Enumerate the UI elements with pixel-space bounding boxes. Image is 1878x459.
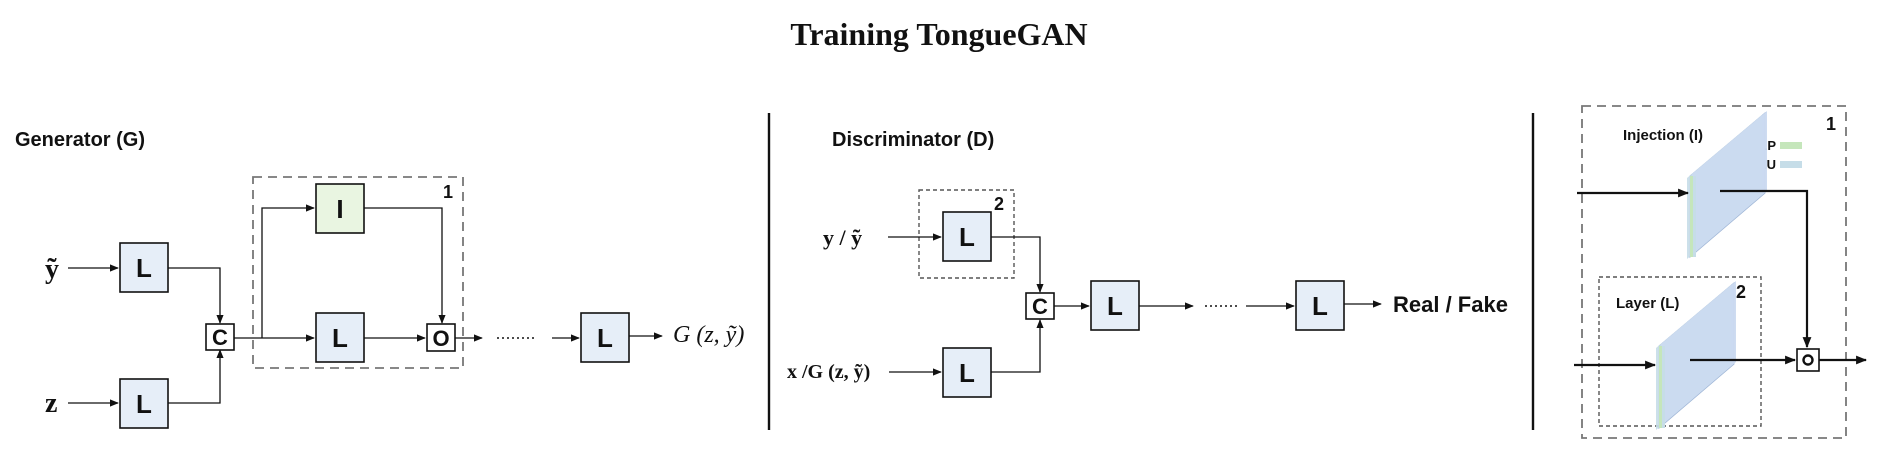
discriminator-layer-box-1: L: [942, 211, 992, 262]
layer-slab: [1656, 281, 1736, 430]
discriminator-block-number: 2: [994, 194, 1004, 214]
generator-layer-label: L: [597, 323, 613, 353]
generator-input-y-tilde: ỹ: [45, 254, 59, 285]
generator-combine-label: O: [432, 326, 449, 351]
figure-title: Training TongueGAN: [790, 16, 1087, 52]
legend-injection-label: Injection (I): [1623, 127, 1703, 144]
discriminator-concat-label: C: [1032, 294, 1048, 319]
arrow-L1-to-C: [168, 267, 224, 324]
generator-injection-box: I: [315, 183, 365, 234]
legend-block1-number: 1: [1826, 114, 1836, 134]
discriminator-heading: Discriminator (D): [832, 129, 994, 151]
generator-layer-box-1: L: [119, 242, 169, 293]
legend-arrow-injection-to-O: [1720, 189, 1812, 349]
discriminator-layer-label: L: [959, 222, 975, 252]
discriminator-layer-label: L: [959, 358, 975, 388]
generator-block-number: 1: [443, 182, 453, 202]
injection-slab: [1687, 111, 1767, 259]
generator-concat-box: C: [205, 323, 235, 351]
legend-mlp-swatch: [1780, 142, 1802, 149]
arrow-I-to-O: [364, 207, 446, 324]
generator-concat-label: C: [212, 325, 228, 350]
legend-relu-swatch: [1780, 161, 1802, 168]
discriminator-layer-label: L: [1107, 291, 1123, 321]
generator-layer-label: L: [136, 253, 152, 283]
discriminator-input-x: x /G (z, ỹ): [787, 361, 870, 383]
generator-heading: Generator (G): [15, 129, 145, 151]
discriminator-layer-box-4: L: [1295, 280, 1345, 331]
legend-section: 1 Injection (I) MLP ReLU 2 Layer (L): [1574, 105, 1868, 439]
generator-layer-box-3: L: [315, 312, 365, 363]
discriminator-layer-box-3: L: [1090, 280, 1140, 331]
discriminator-concat-box: C: [1025, 292, 1055, 320]
generator-section: Generator (G) 1 ỹ z L L C I: [15, 129, 744, 429]
legend-block-1: [1581, 105, 1847, 439]
generator-layer-label: L: [332, 323, 348, 353]
arrow-DL2-to-C: [991, 319, 1044, 373]
discriminator-layer-label: L: [1312, 291, 1328, 321]
discriminator-layer-box-2: L: [942, 347, 992, 398]
generator-combine-box: O: [426, 323, 456, 352]
generator-layer-box-2: L: [119, 378, 169, 429]
generator-layer-box-4: L: [580, 312, 630, 363]
discriminator-output: Real / Fake: [1393, 292, 1508, 317]
legend-layer-label: Layer (L): [1616, 295, 1679, 312]
arrow-DL1-to-C: [991, 236, 1044, 293]
generator-input-z: z: [45, 388, 57, 419]
discriminator-section: Discriminator (D) 2 y / ỹ x /G (z, ỹ) L …: [787, 129, 1508, 398]
discriminator-input-y: y / ỹ: [823, 225, 862, 250]
generator-block-1: [252, 176, 464, 369]
legend-block2-number: 2: [1736, 282, 1746, 302]
discriminator-block-2: [918, 189, 1015, 279]
arrow-L2-to-C: [168, 349, 224, 404]
generator-injection-label: I: [336, 194, 343, 224]
legend-block-2: [1598, 276, 1762, 427]
generator-output: G (z, ỹ): [673, 322, 744, 348]
generator-layer-label: L: [136, 389, 152, 419]
arrow-C-to-I: [261, 204, 315, 338]
legend-combine-box: [1796, 348, 1820, 372]
